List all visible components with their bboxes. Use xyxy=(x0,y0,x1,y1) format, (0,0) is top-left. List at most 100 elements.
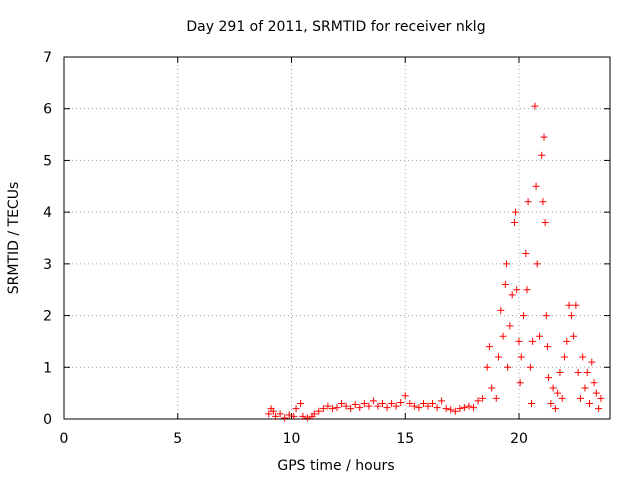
data-point-marker xyxy=(551,405,559,413)
data-point-marker xyxy=(338,399,346,407)
data-point-marker xyxy=(495,353,503,361)
data-point-marker xyxy=(276,410,284,418)
data-point-marker xyxy=(406,399,414,407)
data-point-marker xyxy=(570,332,578,340)
data-point-marker xyxy=(539,198,547,206)
data-point-marker xyxy=(419,399,427,407)
data-point-marker xyxy=(465,402,473,410)
y-tick-label: 6 xyxy=(43,102,52,118)
y-tick-label: 2 xyxy=(43,309,52,325)
data-point-marker xyxy=(281,414,289,422)
data-point-marker xyxy=(342,402,350,410)
data-point-marker xyxy=(508,291,516,299)
data-point-marker xyxy=(424,402,432,410)
data-point-marker xyxy=(360,399,368,407)
y-axis-label: SRMTID / TECUs xyxy=(6,182,22,295)
data-point-marker xyxy=(470,404,477,412)
data-point-marker xyxy=(574,368,582,376)
chart-title: Day 291 of 2011, SRMTID for receiver nkl… xyxy=(186,19,485,35)
data-point-marker xyxy=(497,306,505,314)
plot-frame xyxy=(63,56,611,420)
data-point-marker xyxy=(554,389,562,397)
data-point-marker xyxy=(479,394,487,402)
data-point-marker xyxy=(492,394,500,402)
data-point-marker xyxy=(383,404,391,412)
data-point-marker xyxy=(538,151,546,159)
data-point-marker xyxy=(506,322,514,330)
data-point-marker xyxy=(524,198,532,206)
data-point-marker xyxy=(541,218,549,226)
x-tick-label: 20 xyxy=(510,431,528,447)
data-point-marker xyxy=(549,384,557,392)
y-tick-label: 7 xyxy=(43,50,52,66)
x-tick-label: 15 xyxy=(396,431,414,447)
x-tick-label: 0 xyxy=(60,431,69,447)
data-point-marker xyxy=(567,312,575,320)
data-point-marker xyxy=(388,399,396,407)
data-point-marker xyxy=(515,337,523,345)
data-point-marker xyxy=(547,399,555,407)
data-point-marker xyxy=(533,260,541,268)
data-point-marker xyxy=(415,404,423,412)
data-point-marker xyxy=(299,412,307,420)
data-point-marker xyxy=(576,394,584,402)
data-point-marker xyxy=(442,405,450,413)
data-point-marker xyxy=(502,260,510,268)
data-point-marker xyxy=(272,412,280,420)
data-point-marker xyxy=(265,410,273,418)
data-point-marker xyxy=(572,301,580,309)
data-point-marker xyxy=(410,402,418,410)
data-point-marker xyxy=(474,397,482,405)
x-tick-label: 5 xyxy=(173,431,182,447)
data-point-marker xyxy=(526,363,534,371)
data-point-marker xyxy=(438,397,446,405)
data-point-marker xyxy=(269,407,277,415)
data-point-marker xyxy=(365,402,373,410)
data-point-marker xyxy=(319,405,327,413)
data-point-marker xyxy=(529,337,537,345)
data-point-marker xyxy=(397,398,405,406)
data-point-marker xyxy=(483,363,491,371)
data-point-marker xyxy=(516,379,524,387)
data-point-marker xyxy=(351,401,359,409)
data-point-marker xyxy=(501,281,509,289)
data-point-marker xyxy=(542,312,550,320)
data-point-marker xyxy=(504,363,512,371)
data-point-marker xyxy=(310,410,318,418)
data-point-marker xyxy=(401,392,409,400)
data-point-marker xyxy=(447,406,455,414)
data-point-marker xyxy=(456,405,464,413)
data-point-marker xyxy=(556,368,564,376)
data-point-marker xyxy=(595,405,603,413)
data-point-marker xyxy=(581,384,589,392)
data-point-marker xyxy=(517,353,525,361)
data-point-marker xyxy=(586,399,594,407)
x-tick-label: 10 xyxy=(283,431,301,447)
data-point-marker xyxy=(333,404,341,412)
data-point-marker xyxy=(590,379,598,387)
y-tick-label: 4 xyxy=(43,205,52,221)
data-point-marker xyxy=(392,402,400,410)
data-points xyxy=(265,102,605,422)
data-point-marker xyxy=(488,384,496,392)
x-axis-label: GPS time / hours xyxy=(277,458,394,474)
data-point-marker xyxy=(513,286,521,294)
grid-lines xyxy=(64,57,610,419)
data-point-marker xyxy=(356,404,364,412)
data-point-marker xyxy=(597,394,605,402)
data-point-marker xyxy=(528,399,536,407)
data-point-marker xyxy=(460,404,468,412)
data-point-marker xyxy=(303,414,311,422)
data-point-marker xyxy=(523,286,531,294)
data-point-marker xyxy=(292,405,300,413)
data-point-marker xyxy=(433,404,441,412)
data-point-marker xyxy=(451,407,459,415)
data-point-marker xyxy=(297,399,305,407)
data-point-marker xyxy=(347,405,355,413)
data-point-marker xyxy=(324,402,332,410)
data-point-marker xyxy=(565,301,573,309)
data-point-marker xyxy=(512,208,520,216)
data-point-marker xyxy=(290,412,298,420)
data-point-marker xyxy=(588,358,596,366)
